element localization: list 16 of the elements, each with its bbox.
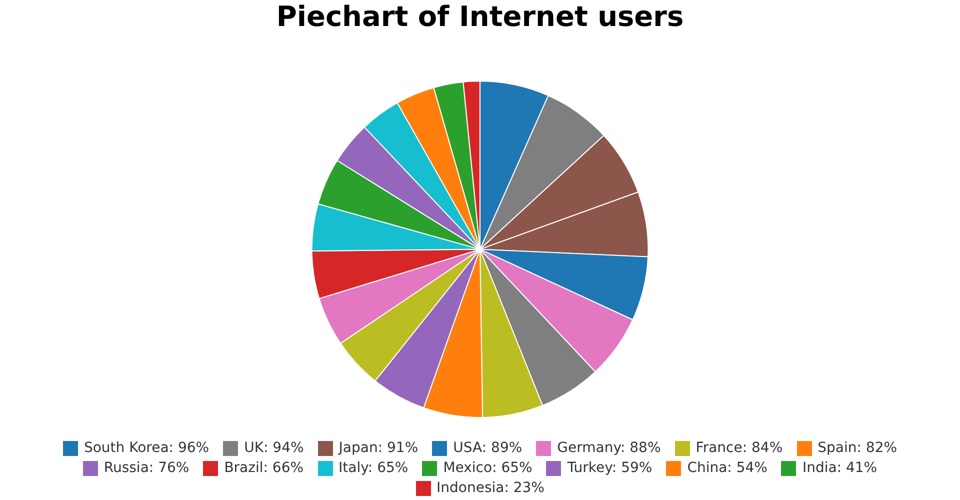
legend-label: France: 84% [696,440,783,456]
legend-label: India: 41% [802,460,878,476]
legend-label: Turkey: 59% [567,460,652,476]
legend-label: USA: 89% [453,440,522,456]
legend-label: Indonesia: 23% [436,480,544,496]
legend-label: Brazil: 66% [224,460,304,476]
legend-label: UK: 94% [244,440,304,456]
legend-label: Italy: 65% [338,460,408,476]
legend-label: South Korea: 96% [84,440,210,456]
chart-title: Piechart of Internet users [276,0,684,34]
legend-label: Russia: 76% [104,460,190,476]
legend-label: Mexico: 65% [443,460,532,476]
legend-label: China: 54% [687,460,768,476]
legend-label: Japan: 91% [338,440,418,456]
legend-label: Spain: 82% [818,440,898,456]
legend-label: Germany: 88% [557,440,661,456]
